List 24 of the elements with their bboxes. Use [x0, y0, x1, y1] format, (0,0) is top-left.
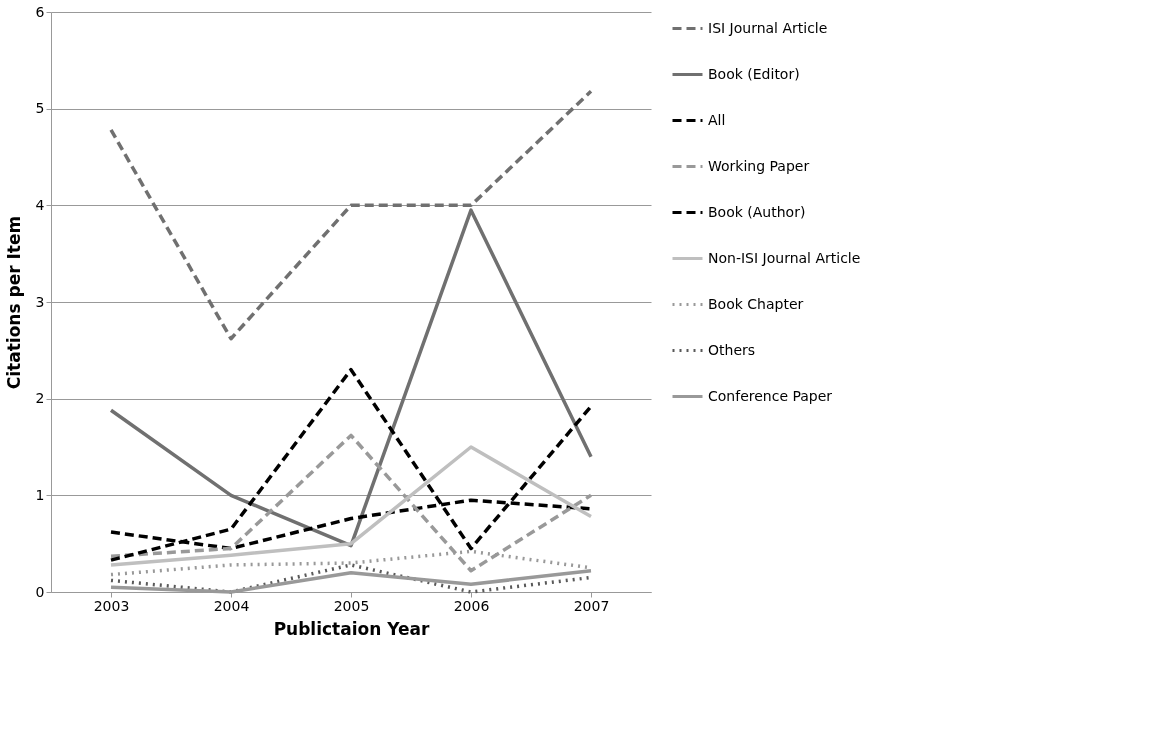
- x-axis-title: Publictaion Year: [273, 618, 430, 639]
- x-tick-label: 2006: [453, 597, 490, 614]
- legend-label: Others: [708, 341, 756, 358]
- x-tick-label: 2003: [93, 597, 130, 614]
- y-tick-label: 1: [35, 486, 45, 503]
- y-tick-label: 2: [35, 390, 45, 407]
- legend-label: Non-ISI Journal Article: [708, 249, 861, 266]
- legend-label: All: [708, 111, 726, 128]
- x-tick-label: 2005: [333, 597, 370, 614]
- legend-label: Conference Paper: [708, 387, 833, 404]
- y-tick-label: 4: [35, 196, 45, 213]
- x-tick-label: 2007: [573, 597, 610, 614]
- legend-label: Working Paper: [708, 157, 810, 174]
- legend-label: Book (Author): [708, 203, 806, 220]
- line-series: [109, 367, 593, 562]
- y-tick-label: 6: [35, 3, 45, 20]
- y-tick-label: 0: [35, 583, 45, 600]
- legend-label: Book (Editor): [708, 65, 800, 82]
- y-tick-label: 3: [35, 293, 45, 310]
- y-tick-label: 5: [35, 100, 45, 117]
- legend-label: Book Chapter: [708, 295, 804, 312]
- y-axis-title: Citations per Item: [3, 215, 24, 390]
- legend-label: ISI Journal Article: [708, 19, 828, 36]
- x-tick-label: 2004: [213, 597, 250, 614]
